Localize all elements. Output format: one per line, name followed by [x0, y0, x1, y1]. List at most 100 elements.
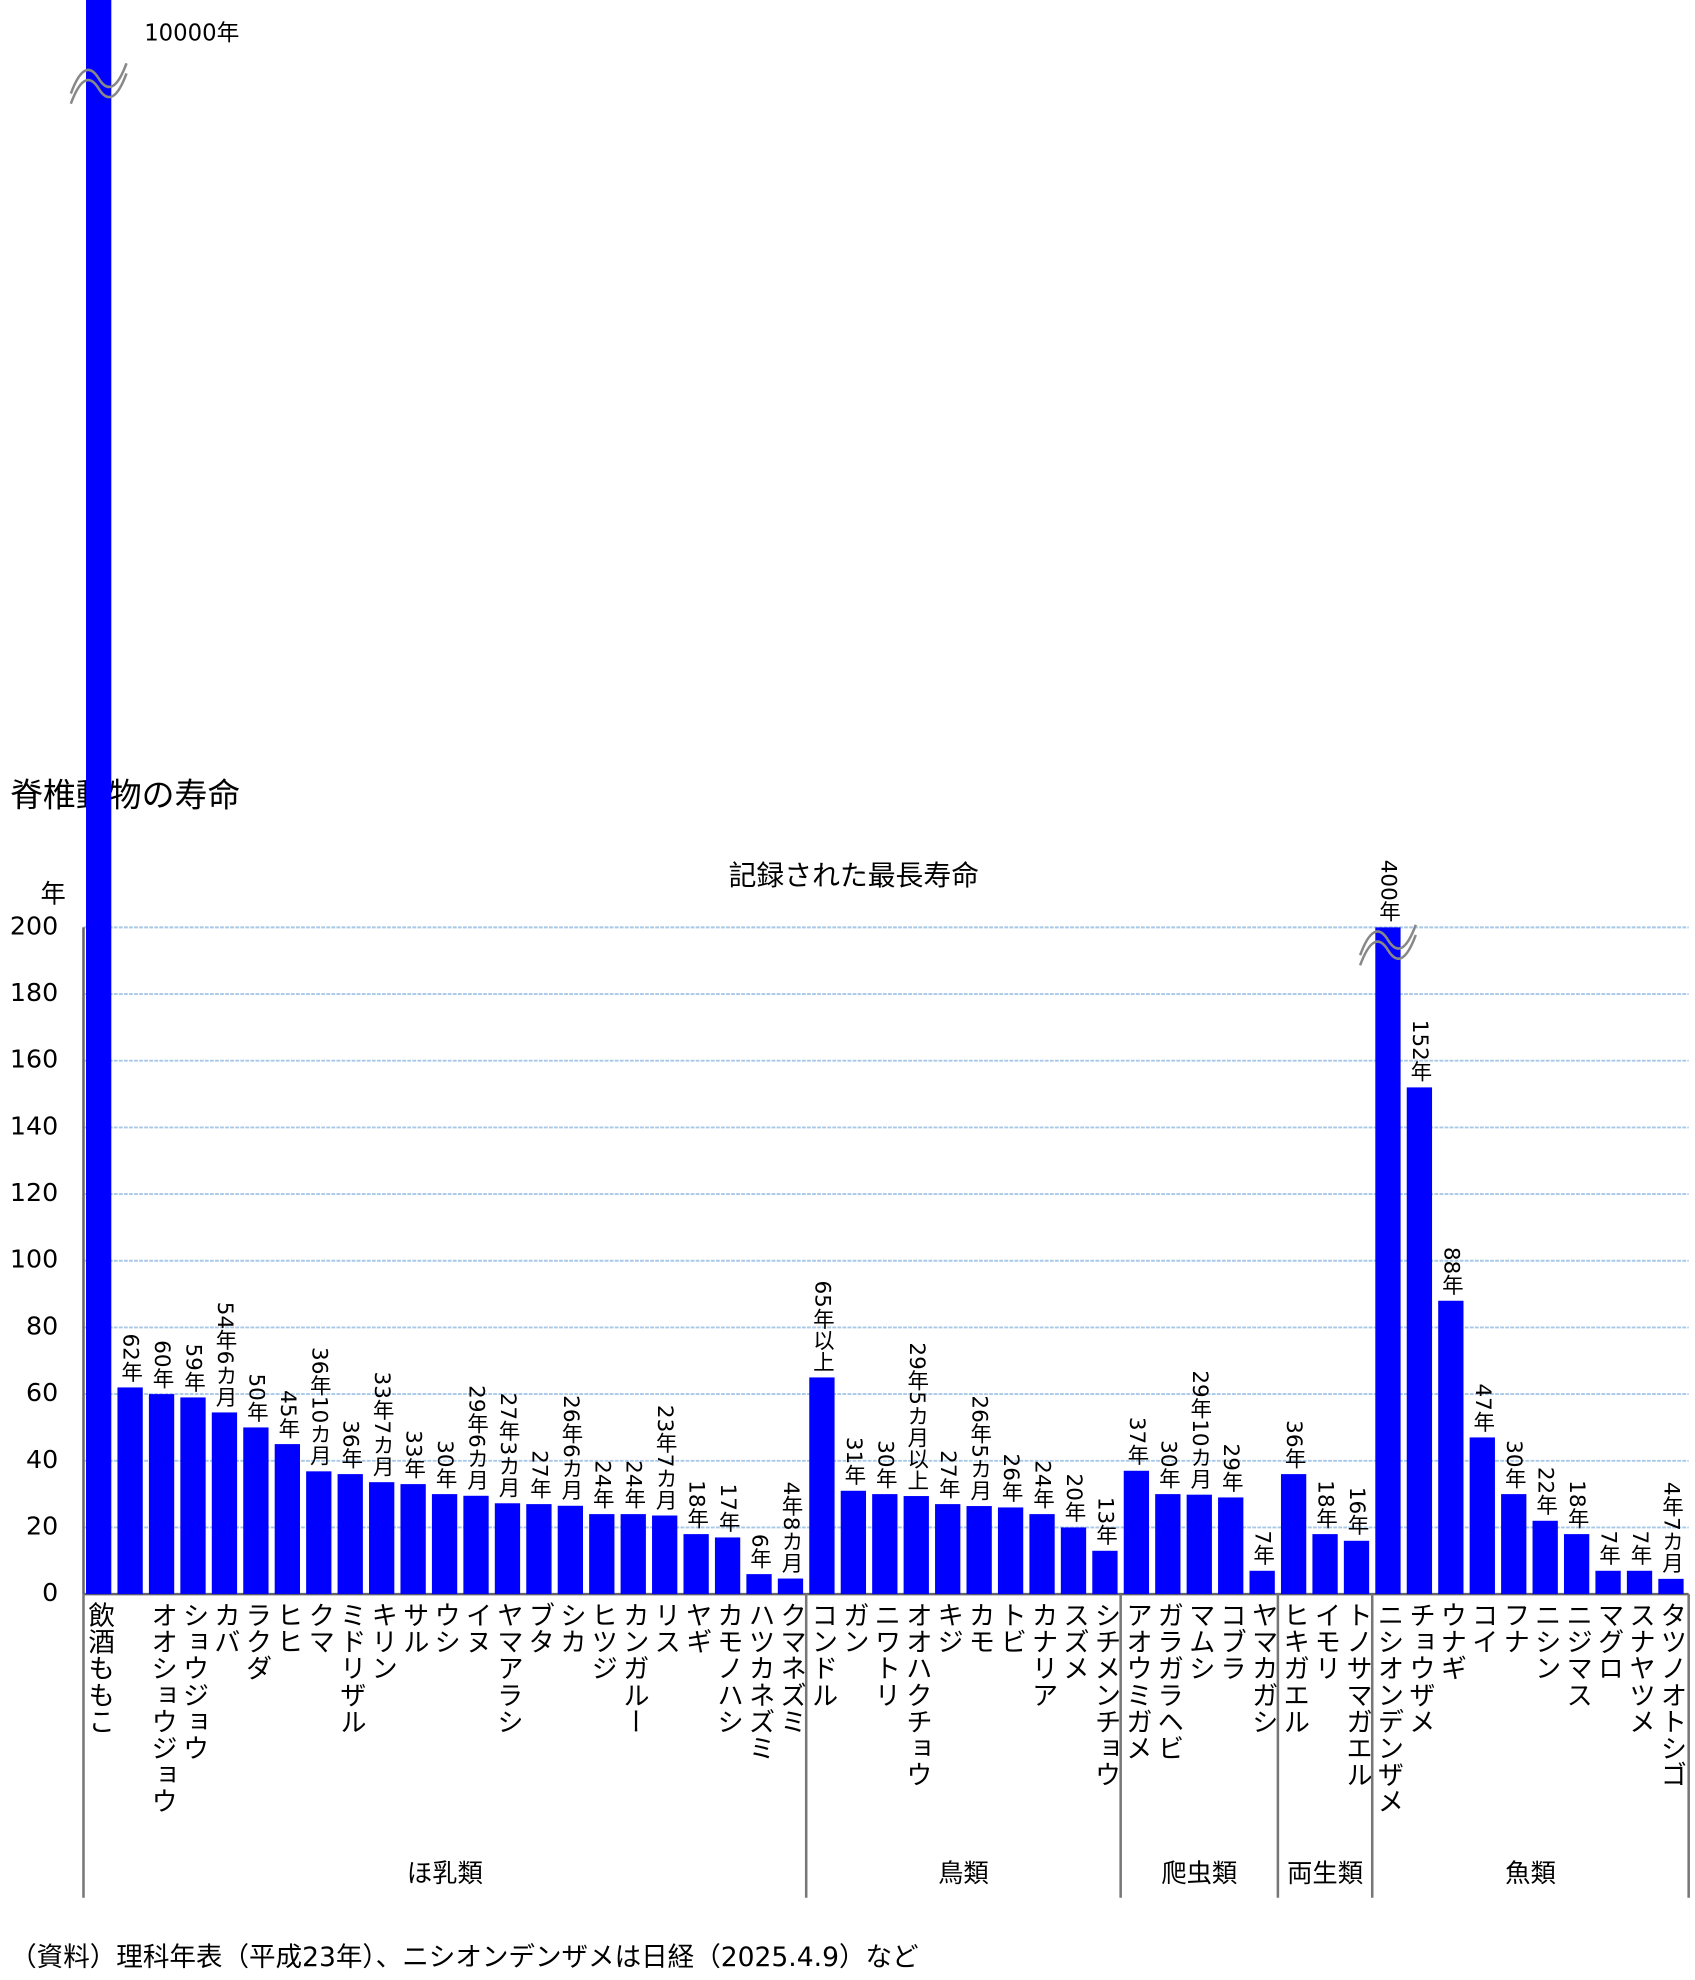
value-label: 30年	[432, 1440, 457, 1489]
value-label: 29年6カ月	[464, 1385, 489, 1491]
bar	[1218, 1497, 1244, 1595]
bar	[211, 1412, 238, 1595]
x-tick-label: マムシ	[1184, 1602, 1215, 1682]
value-label: 60年	[149, 1340, 174, 1389]
value-label: 36年	[1281, 1420, 1306, 1469]
x-tick-label: ガン	[838, 1602, 869, 1655]
x-tick-label: チョウザメ	[1404, 1602, 1435, 1735]
x-tick-label: トビ	[995, 1602, 1026, 1655]
chart-title: 脊椎動物の寿命	[10, 776, 240, 815]
x-tick-label: ヒツジ	[586, 1602, 617, 1682]
x-tick-label: ウナギ	[1435, 1602, 1466, 1682]
bar	[1092, 1550, 1118, 1595]
value-label: 4年7カ月	[1658, 1482, 1683, 1574]
value-label: 18年	[1313, 1480, 1338, 1529]
value-label: 26年	[998, 1454, 1023, 1503]
value-label: 26年6カ月	[558, 1395, 583, 1501]
bar	[1249, 1570, 1275, 1595]
bar	[86, 0, 112, 1595]
y-tick-label: 160	[10, 1045, 58, 1074]
x-tick-label: ガラガラヘビ	[1152, 1602, 1183, 1761]
group-label: 爬虫類	[1161, 1859, 1237, 1888]
x-tick-label: コブラ	[1215, 1602, 1246, 1682]
value-label: 29年5カ月以上	[904, 1342, 929, 1491]
x-tick-label: スナヤツメ	[1624, 1602, 1655, 1735]
value-label: 20年	[1061, 1474, 1086, 1523]
value-label: 65年以上	[809, 1280, 834, 1372]
value-label: 33年7カ月	[369, 1372, 394, 1478]
value-label: 31年	[841, 1437, 866, 1486]
value-label: 17年	[715, 1484, 740, 1533]
value-label: 59年	[181, 1344, 206, 1393]
value-label: 152年	[1407, 1020, 1432, 1083]
bar	[935, 1504, 961, 1595]
value-label: 36年	[338, 1420, 363, 1469]
x-tick-label: ミドリザル	[335, 1602, 366, 1735]
bar	[1123, 1470, 1150, 1595]
bar	[1469, 1437, 1495, 1595]
bar	[180, 1397, 206, 1595]
x-tick-label: オオショウジョウ	[146, 1602, 177, 1815]
value-label: 47年	[1470, 1384, 1495, 1433]
bar	[557, 1505, 584, 1595]
x-tick-label: カンガルー	[618, 1602, 649, 1735]
x-tick-label: ブタ	[523, 1602, 554, 1655]
x-tick-label: ヤマアラシ	[492, 1602, 523, 1735]
x-tick-label: ショウジョウ	[178, 1602, 209, 1761]
x-tick-label: フナ	[1498, 1602, 1529, 1655]
y-tick-label: 20	[26, 1511, 58, 1540]
x-tick-label: カモ	[964, 1602, 995, 1655]
y-tick-label: 200	[10, 911, 58, 940]
bar	[1501, 1494, 1527, 1595]
bar	[1280, 1474, 1307, 1595]
value-label: 4年8カ月	[778, 1482, 803, 1574]
bar	[1532, 1520, 1558, 1595]
bar	[1626, 1570, 1653, 1595]
y-tick-label: 120	[10, 1178, 58, 1207]
x-tick-label: リス	[649, 1602, 680, 1655]
x-tick-label: ラクダ	[240, 1602, 271, 1682]
bar	[526, 1504, 552, 1595]
bar	[1155, 1494, 1181, 1595]
bar	[997, 1507, 1024, 1595]
x-tick-label: カバ	[209, 1602, 240, 1655]
bar	[463, 1495, 489, 1595]
bar	[1563, 1534, 1590, 1595]
value-label: 30年	[1501, 1440, 1526, 1489]
bar	[903, 1496, 929, 1595]
x-tick-label: スズメ	[1058, 1602, 1089, 1682]
value-label: 23年7カ月	[652, 1405, 677, 1511]
bar	[840, 1490, 867, 1595]
bar	[1029, 1514, 1055, 1595]
x-tick-label: ヒヒ	[272, 1602, 303, 1655]
value-label: 27年3カ月	[495, 1393, 520, 1499]
value-label: 27年	[526, 1450, 551, 1499]
x-tick-label: イヌ	[461, 1602, 492, 1655]
value-label: 30年	[872, 1440, 897, 1489]
x-tick-label: クマネズミ	[775, 1602, 806, 1735]
value-label: 10000年	[144, 21, 239, 47]
bar	[683, 1534, 709, 1595]
bar	[243, 1427, 269, 1595]
y-tick-label: 80	[26, 1311, 58, 1340]
value-label: 400年	[1375, 860, 1400, 923]
bar	[746, 1574, 772, 1595]
x-tick-label: ヒキガエル	[1278, 1602, 1309, 1735]
group-label: 鳥類	[938, 1859, 989, 1888]
x-tick-label: ニシオンデンザメ	[1372, 1602, 1403, 1815]
y-tick-label: 40	[26, 1445, 58, 1474]
x-tick-label: クマ	[303, 1602, 334, 1655]
chart-subtitle: 記録された最長寿命	[729, 859, 979, 892]
value-label: 29年	[1218, 1444, 1243, 1493]
bar	[589, 1514, 615, 1595]
value-label: 62年	[118, 1334, 143, 1383]
x-tick-label: ニシン	[1530, 1602, 1561, 1682]
x-tick-label: アオウミガメ	[1121, 1602, 1152, 1761]
bar	[1312, 1534, 1338, 1595]
x-tick-label: ヤマカガシ	[1247, 1602, 1278, 1735]
x-tick-label: サル	[398, 1602, 429, 1655]
bar	[1406, 1087, 1433, 1595]
value-label: 29年10カ月	[1187, 1370, 1212, 1490]
bar	[1595, 1570, 1621, 1595]
